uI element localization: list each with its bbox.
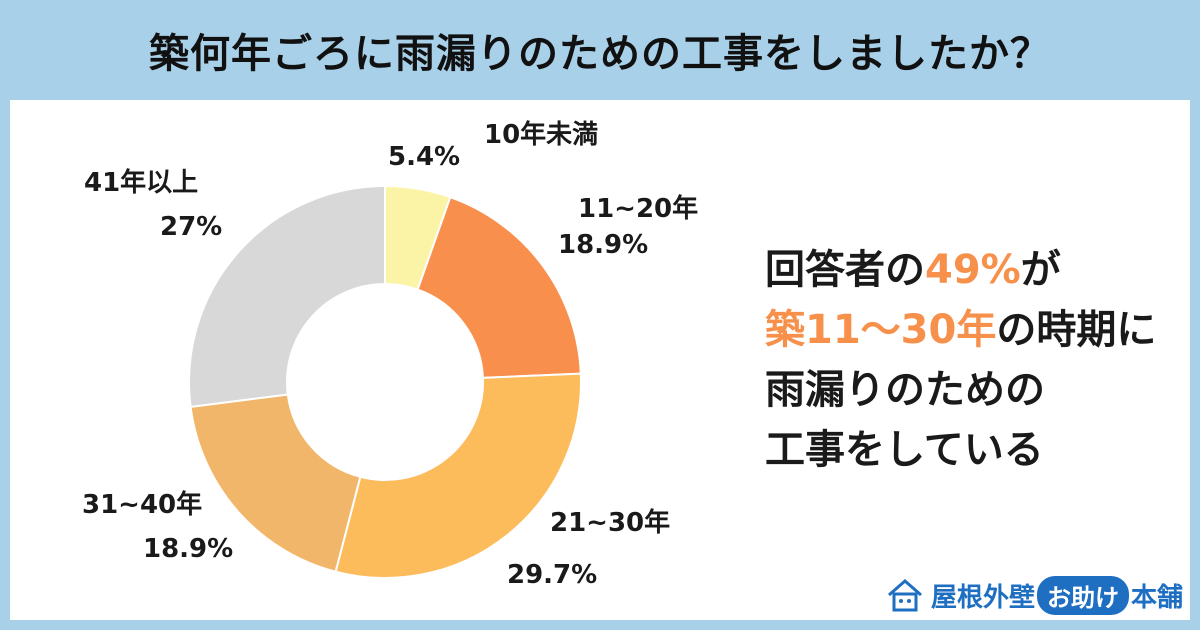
label-cat-1: 11~20年 [578,194,699,224]
callout-line-1: 回答者の49%が [765,240,1156,300]
donut-slice-3 [189,393,362,573]
chart-panel: 10年未満 5.4% 11~20年 18.9% 21~30年 29.7% 31~… [10,100,1190,620]
donut-chart [188,184,582,579]
label-val-2: 29.7% [507,560,598,590]
page-title: 築何年ごろに雨漏りのための工事をしましたか？ [149,31,1051,77]
callout: 回答者の49%が 築11〜30年の時期に 雨漏りのための 工事をしている [765,240,1156,480]
callout-line-2: 築11〜30年の時期に [765,300,1156,360]
donut-slice-4 [188,184,386,409]
label-cat-3: 31~40年 [82,490,203,520]
brand-logo: 屋根外壁 お助け 本舗 [885,570,1183,620]
house-icon [888,579,922,612]
header: 築何年ごろに雨漏りのための工事をしましたか？ [0,0,1200,100]
label-val-3: 18.9% [143,534,234,564]
callout-text: の時期に [996,307,1157,353]
label-val-4: 27% [160,212,223,242]
callout-text: が [1020,247,1061,293]
label-cat-0: 10年未満 [484,120,599,150]
callout-line-4: 工事をしている [765,427,1044,473]
logo-text-end: 本舗 [1131,582,1184,613]
label-cat-2: 21~30年 [550,508,671,538]
label-val-1: 18.9% [558,230,649,260]
callout-highlight: 49% [925,247,1021,293]
label-cat-4: 41年以上 [84,168,199,198]
logo-pill: お助け [1037,575,1130,615]
logo-text: 屋根外壁 [931,582,1036,613]
label-val-0: 5.4% [388,142,461,172]
callout-text: 回答者の [765,247,925,293]
callout-line-3: 雨漏りのための [765,367,1045,413]
donut-slice-1 [416,195,582,379]
donut-slice-2 [334,372,582,579]
callout-highlight: 築11〜30年 [765,307,997,353]
